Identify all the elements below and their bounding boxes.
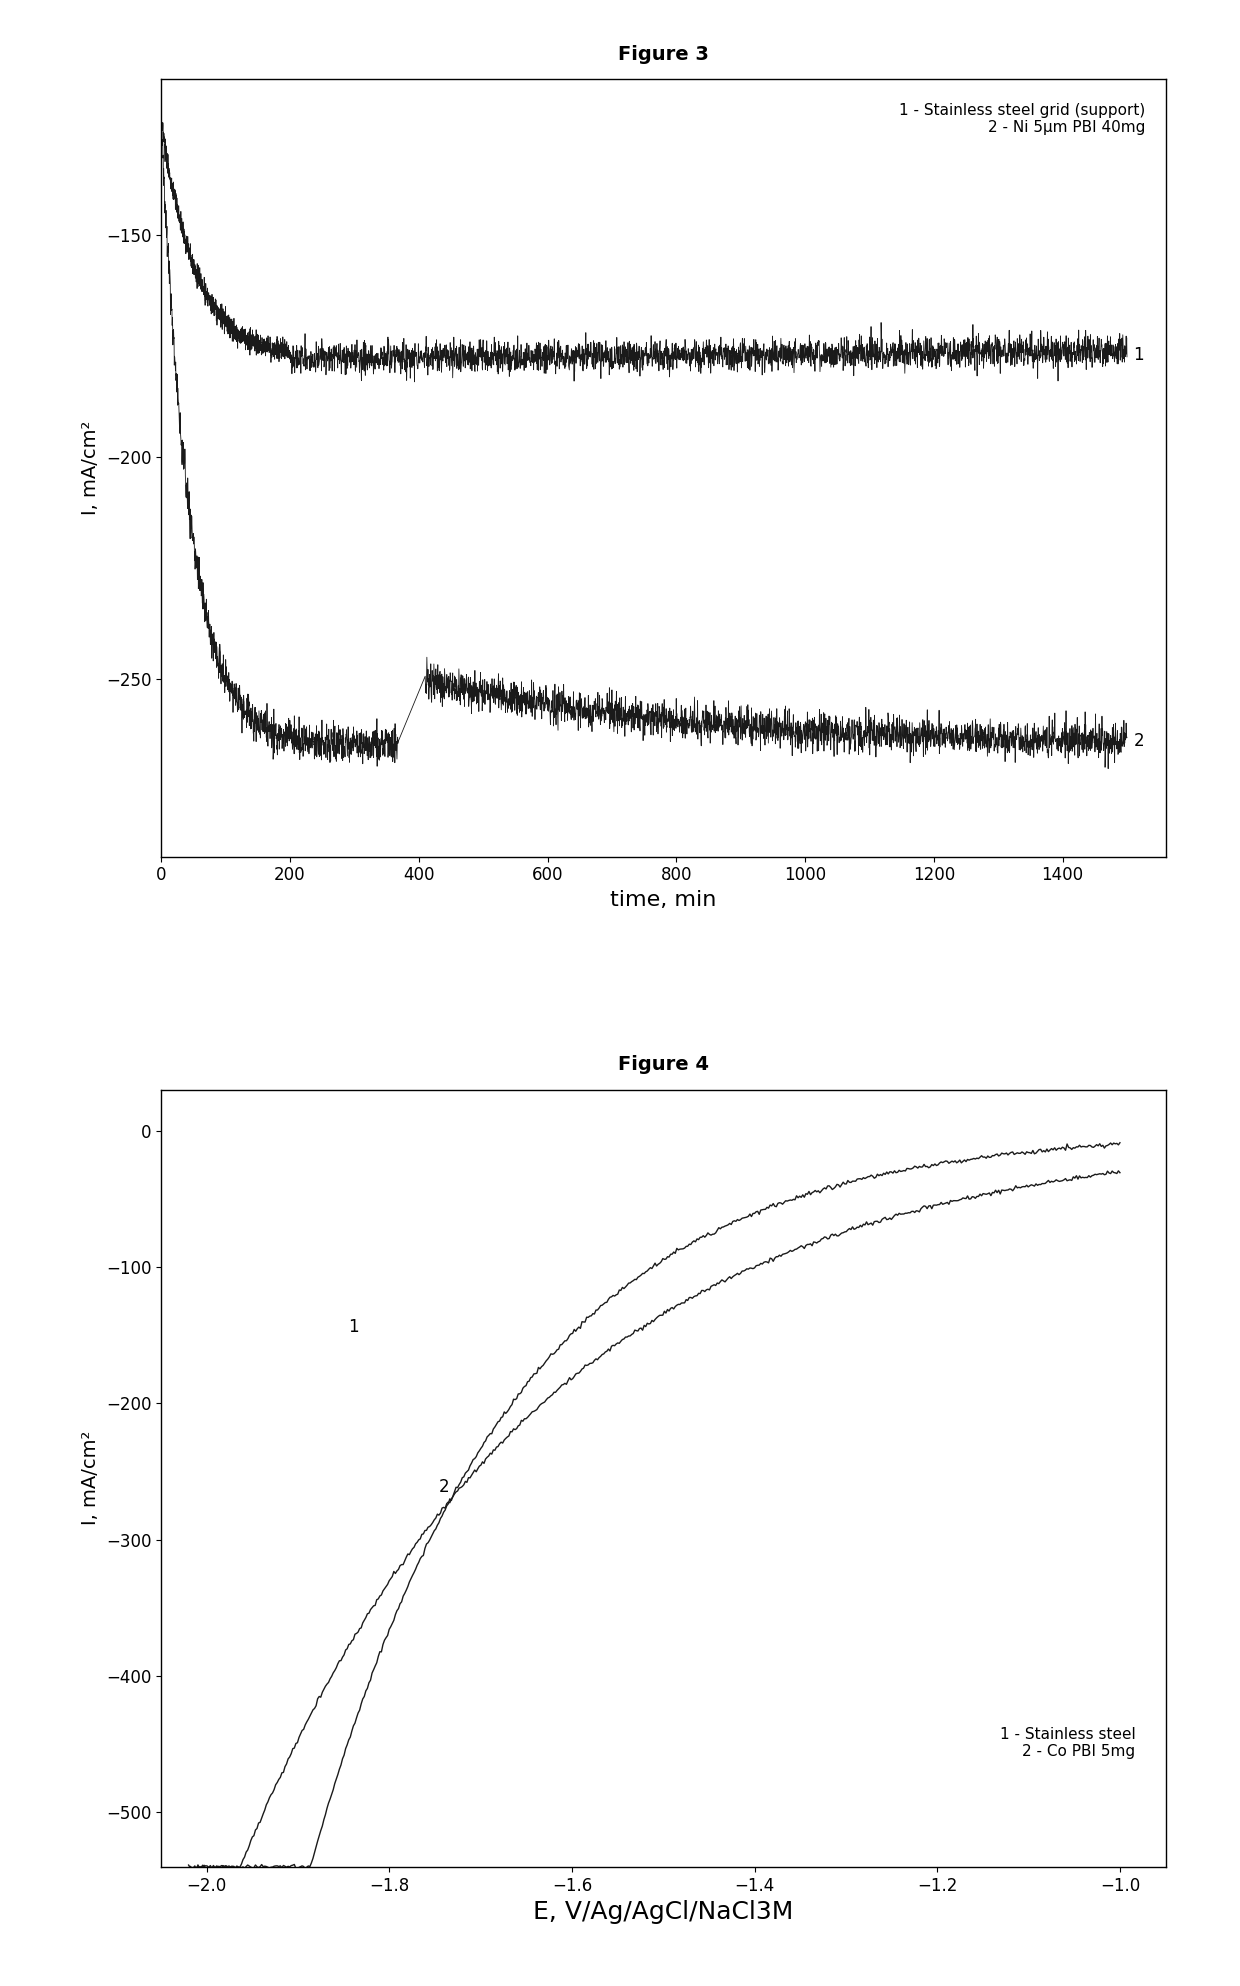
X-axis label: E, V/Ag/AgCl/NaCl3M: E, V/Ag/AgCl/NaCl3M [533,1901,794,1924]
Text: 2: 2 [1133,733,1145,751]
Title: Figure 3: Figure 3 [618,46,709,64]
Y-axis label: I, mA/cm²: I, mA/cm² [82,421,100,514]
Text: 1: 1 [1133,346,1145,363]
Text: 1: 1 [347,1319,358,1337]
X-axis label: time, min: time, min [610,890,717,910]
Text: 1 - Stainless steel grid (support)
2 - Ni 5μm PBI 40mg: 1 - Stainless steel grid (support) 2 - N… [899,103,1146,135]
Text: 1 - Stainless steel
2 - Co PBI 5mg: 1 - Stainless steel 2 - Co PBI 5mg [999,1728,1136,1760]
Y-axis label: I, mA/cm²: I, mA/cm² [82,1432,100,1525]
Text: 2: 2 [439,1478,450,1495]
Title: Figure 4: Figure 4 [618,1055,709,1074]
